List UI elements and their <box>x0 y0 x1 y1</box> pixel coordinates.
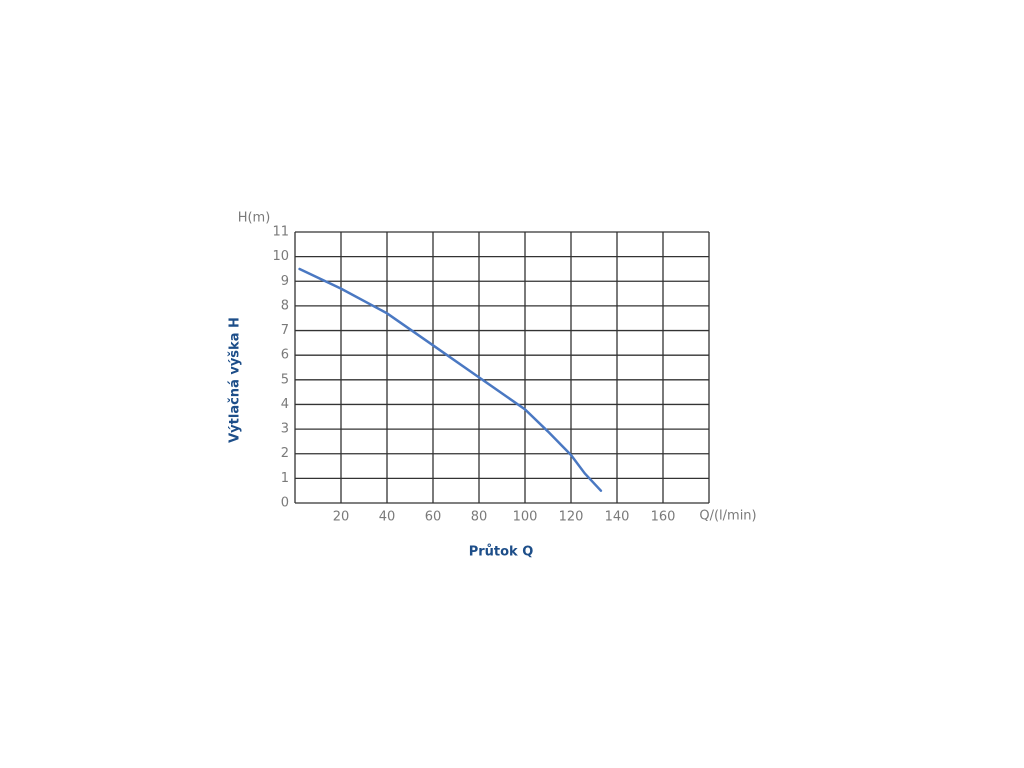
x-tick-label: 160 <box>651 510 676 525</box>
y-tick-label: 11 <box>272 225 289 240</box>
y-tick-label: 2 <box>281 446 289 461</box>
y-axis-title: Výtlačná výška H <box>228 317 243 443</box>
y-tick-label: 5 <box>281 372 289 387</box>
x-tick-label: 20 <box>333 510 350 525</box>
x-unit-label: Q/(l/min) <box>699 509 756 524</box>
x-tick-label: 80 <box>471 510 488 525</box>
curve <box>298 267 603 492</box>
y-tick-label: 7 <box>281 323 289 338</box>
y-tick-label: 6 <box>281 348 289 363</box>
y-tick-label: 0 <box>281 496 289 511</box>
x-tick-label: 140 <box>605 510 630 525</box>
x-axis-title: Průtok Q <box>469 545 534 560</box>
y-tick-label: 10 <box>272 249 289 264</box>
x-tick-label: 120 <box>559 510 584 525</box>
y-tick-label: 9 <box>281 274 289 289</box>
y-tick-label: 4 <box>281 397 289 412</box>
x-tick-label: 100 <box>513 510 538 525</box>
y-tick-label: 8 <box>281 298 289 313</box>
x-tick-label: 40 <box>379 510 396 525</box>
x-tick-label: 60 <box>425 510 442 525</box>
y-tick-label: 3 <box>281 422 289 437</box>
y-unit-label: H(m) <box>238 211 271 226</box>
y-tick-label: 1 <box>281 471 289 486</box>
